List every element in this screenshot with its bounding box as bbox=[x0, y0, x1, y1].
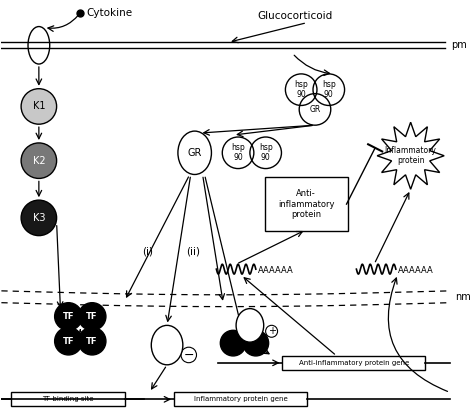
FancyArrowPatch shape bbox=[388, 278, 447, 391]
Text: Y: Y bbox=[252, 338, 259, 348]
Text: (i): (i) bbox=[142, 246, 153, 256]
Text: K3: K3 bbox=[33, 213, 45, 223]
Text: TF: TF bbox=[63, 336, 74, 346]
Circle shape bbox=[78, 303, 106, 330]
Circle shape bbox=[220, 330, 246, 356]
Text: K1: K1 bbox=[33, 102, 45, 112]
Text: GR: GR bbox=[188, 148, 202, 158]
Circle shape bbox=[21, 143, 56, 178]
Text: hsp
90: hsp 90 bbox=[294, 80, 308, 99]
Text: hsp
90: hsp 90 bbox=[231, 143, 245, 163]
Circle shape bbox=[21, 200, 56, 236]
FancyBboxPatch shape bbox=[283, 356, 426, 370]
Text: GR: GR bbox=[310, 105, 320, 114]
Text: Anti-inflammatory protein gene: Anti-inflammatory protein gene bbox=[299, 360, 409, 366]
Text: hsp
90: hsp 90 bbox=[259, 143, 273, 163]
Ellipse shape bbox=[236, 308, 264, 342]
Text: TF binding site: TF binding site bbox=[42, 396, 94, 403]
Text: GR: GR bbox=[160, 340, 174, 350]
FancyBboxPatch shape bbox=[174, 393, 307, 406]
Text: +: + bbox=[268, 326, 275, 336]
Text: TF: TF bbox=[86, 312, 98, 321]
Text: hsp
90: hsp 90 bbox=[322, 80, 336, 99]
Text: TF: TF bbox=[63, 312, 74, 321]
Text: Inflammatory protein gene: Inflammatory protein gene bbox=[194, 396, 287, 403]
FancyBboxPatch shape bbox=[11, 393, 125, 406]
Text: AAAAAA: AAAAAA bbox=[258, 266, 293, 275]
Text: Anti-
inflammatory
protein: Anti- inflammatory protein bbox=[278, 189, 334, 219]
Circle shape bbox=[55, 327, 82, 355]
FancyBboxPatch shape bbox=[264, 178, 347, 231]
Text: (ii): (ii) bbox=[186, 246, 200, 256]
Text: Inflammatory
protein: Inflammatory protein bbox=[385, 146, 437, 166]
Circle shape bbox=[55, 303, 82, 330]
Text: pm: pm bbox=[451, 40, 467, 50]
Text: K2: K2 bbox=[33, 155, 45, 166]
Circle shape bbox=[78, 327, 106, 355]
Polygon shape bbox=[377, 122, 444, 189]
Circle shape bbox=[21, 89, 56, 124]
Text: nm: nm bbox=[455, 292, 471, 302]
Text: X: X bbox=[229, 338, 237, 348]
Ellipse shape bbox=[151, 325, 183, 365]
Text: AAAAAA: AAAAAA bbox=[398, 266, 434, 275]
Text: GR: GR bbox=[244, 321, 256, 330]
Text: Cytokine: Cytokine bbox=[86, 8, 132, 18]
Text: −: − bbox=[183, 349, 194, 362]
Text: TF: TF bbox=[86, 336, 98, 346]
Text: Glucocorticoid: Glucocorticoid bbox=[258, 11, 333, 21]
Circle shape bbox=[243, 330, 269, 356]
